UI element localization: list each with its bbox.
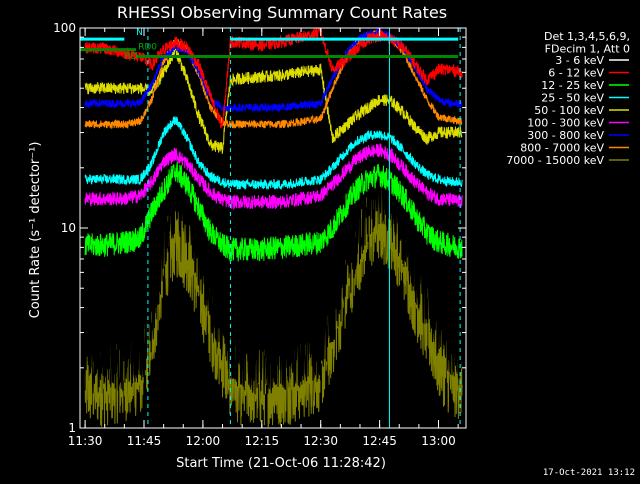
y-tick-label: 100 (53, 21, 76, 35)
x-tick-label: 13:00 (421, 434, 456, 448)
series-12-25-kev-kev-line (84, 161, 463, 262)
x-tick-label: 11:45 (127, 434, 162, 448)
legend-entry-label: 7000 - 15000 keV (506, 154, 604, 167)
legend-entry-label: 800 - 7000 keV (520, 142, 604, 155)
legend-entry-label: 3 - 6 keV (555, 54, 604, 67)
axes-layer: 1 10 100 11:30 11:45 12:00 12:15 12:30 12:45 13:0… (53, 21, 466, 448)
legend-entry-label: 100 - 300 keV (527, 117, 604, 130)
legend-entry-label: 25 - 50 keV (541, 92, 604, 105)
x-tick-label: 12:30 (303, 434, 338, 448)
series-3-6-kev-kev-line (84, 157, 463, 395)
x-tick-label: 12:45 (362, 434, 397, 448)
x-tick-label: 12:15 (245, 434, 280, 448)
timestamp-label: 17-Oct-2021 13:12 (543, 468, 635, 478)
annotation-label-rd0: RD0 (138, 43, 157, 53)
legend: Det 1,3,4,5,6,9,FDecim 1, Att 03 - 6 keV… (506, 30, 630, 167)
annotation-label-rd: RD (124, 52, 137, 62)
legend-entry-label: 12 - 25 keV (541, 79, 604, 92)
flags-layer (80, 37, 459, 59)
y-tick-label: 10 (61, 221, 76, 235)
x-tick-label: 12:00 (186, 434, 221, 448)
legend-entry-label: 50 - 100 keV (534, 104, 604, 117)
y-tick-label: 1 (68, 421, 76, 435)
legend-entry-label: 300 - 800 keV (527, 129, 604, 142)
annotation-label-n: N (136, 28, 143, 38)
x-axis-label: Start Time (21-Oct-06 11:28:42) (176, 456, 386, 471)
chart-title: RHESSI Observing Summary Count Rates (117, 3, 447, 22)
x-tick-label: 11:30 (68, 434, 103, 448)
legend-header-line: FDecim 1, Att 0 (545, 43, 630, 56)
legend-entry-label: 6 - 12 keV (548, 67, 604, 80)
legend-header-line: Det 1,3,4,5,6,9, (544, 30, 630, 43)
y-axis-label: Count Rate (s⁻¹ detector⁻¹) (28, 142, 43, 319)
